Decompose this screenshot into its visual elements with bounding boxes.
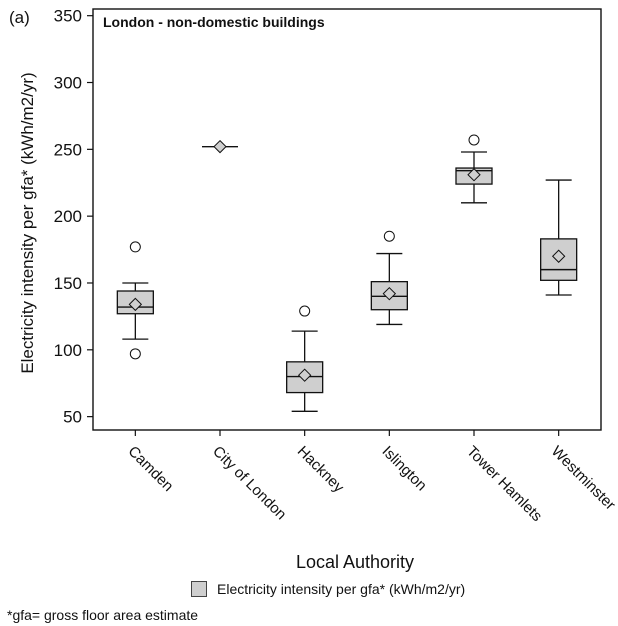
y-axis-label: Electricity intensity per gfa* (kWh/m2/y… [18,72,37,374]
y-tick-label: 50 [63,408,82,427]
legend-label: Electricity intensity per gfa* (kWh/m2/y… [217,581,466,597]
x-tick-label: Islington [379,443,431,495]
y-tick-label: 350 [54,7,82,26]
y-tick-label: 300 [54,74,82,93]
y-tick-label: 200 [54,207,82,226]
footnote: *gfa= gross floor area estimate [7,607,199,623]
x-tick-label: Tower Hamlets [463,443,545,525]
legend-swatch [191,581,207,597]
y-tick-label: 100 [54,341,82,360]
y-tick-label: 150 [54,274,82,293]
x-tick-label: Westminster [548,443,618,514]
x-axis-label: Local Authority [295,552,415,572]
x-tick-label: Camden [125,443,177,495]
x-tick-label: Hackney [294,443,348,497]
plot-frame [92,8,602,431]
outlier-point [383,230,395,242]
panel-label: (a) [9,8,30,27]
outlier-point [129,348,141,360]
mean-marker [213,139,227,154]
mean-marker [297,368,312,382]
outlier-point [468,134,480,146]
y-tick-label: 250 [54,140,82,159]
mean-marker [467,168,481,182]
outlier-point [129,241,141,253]
legend: Electricity intensity per gfa* (kWh/m2/y… [191,581,465,597]
chart-title: London - non-domestic buildings [103,14,325,30]
mean-marker [128,297,143,312]
mean-marker [382,286,397,301]
x-tick-label: City of London [209,443,289,523]
mean-marker [551,249,566,263]
outlier-point [299,305,311,317]
